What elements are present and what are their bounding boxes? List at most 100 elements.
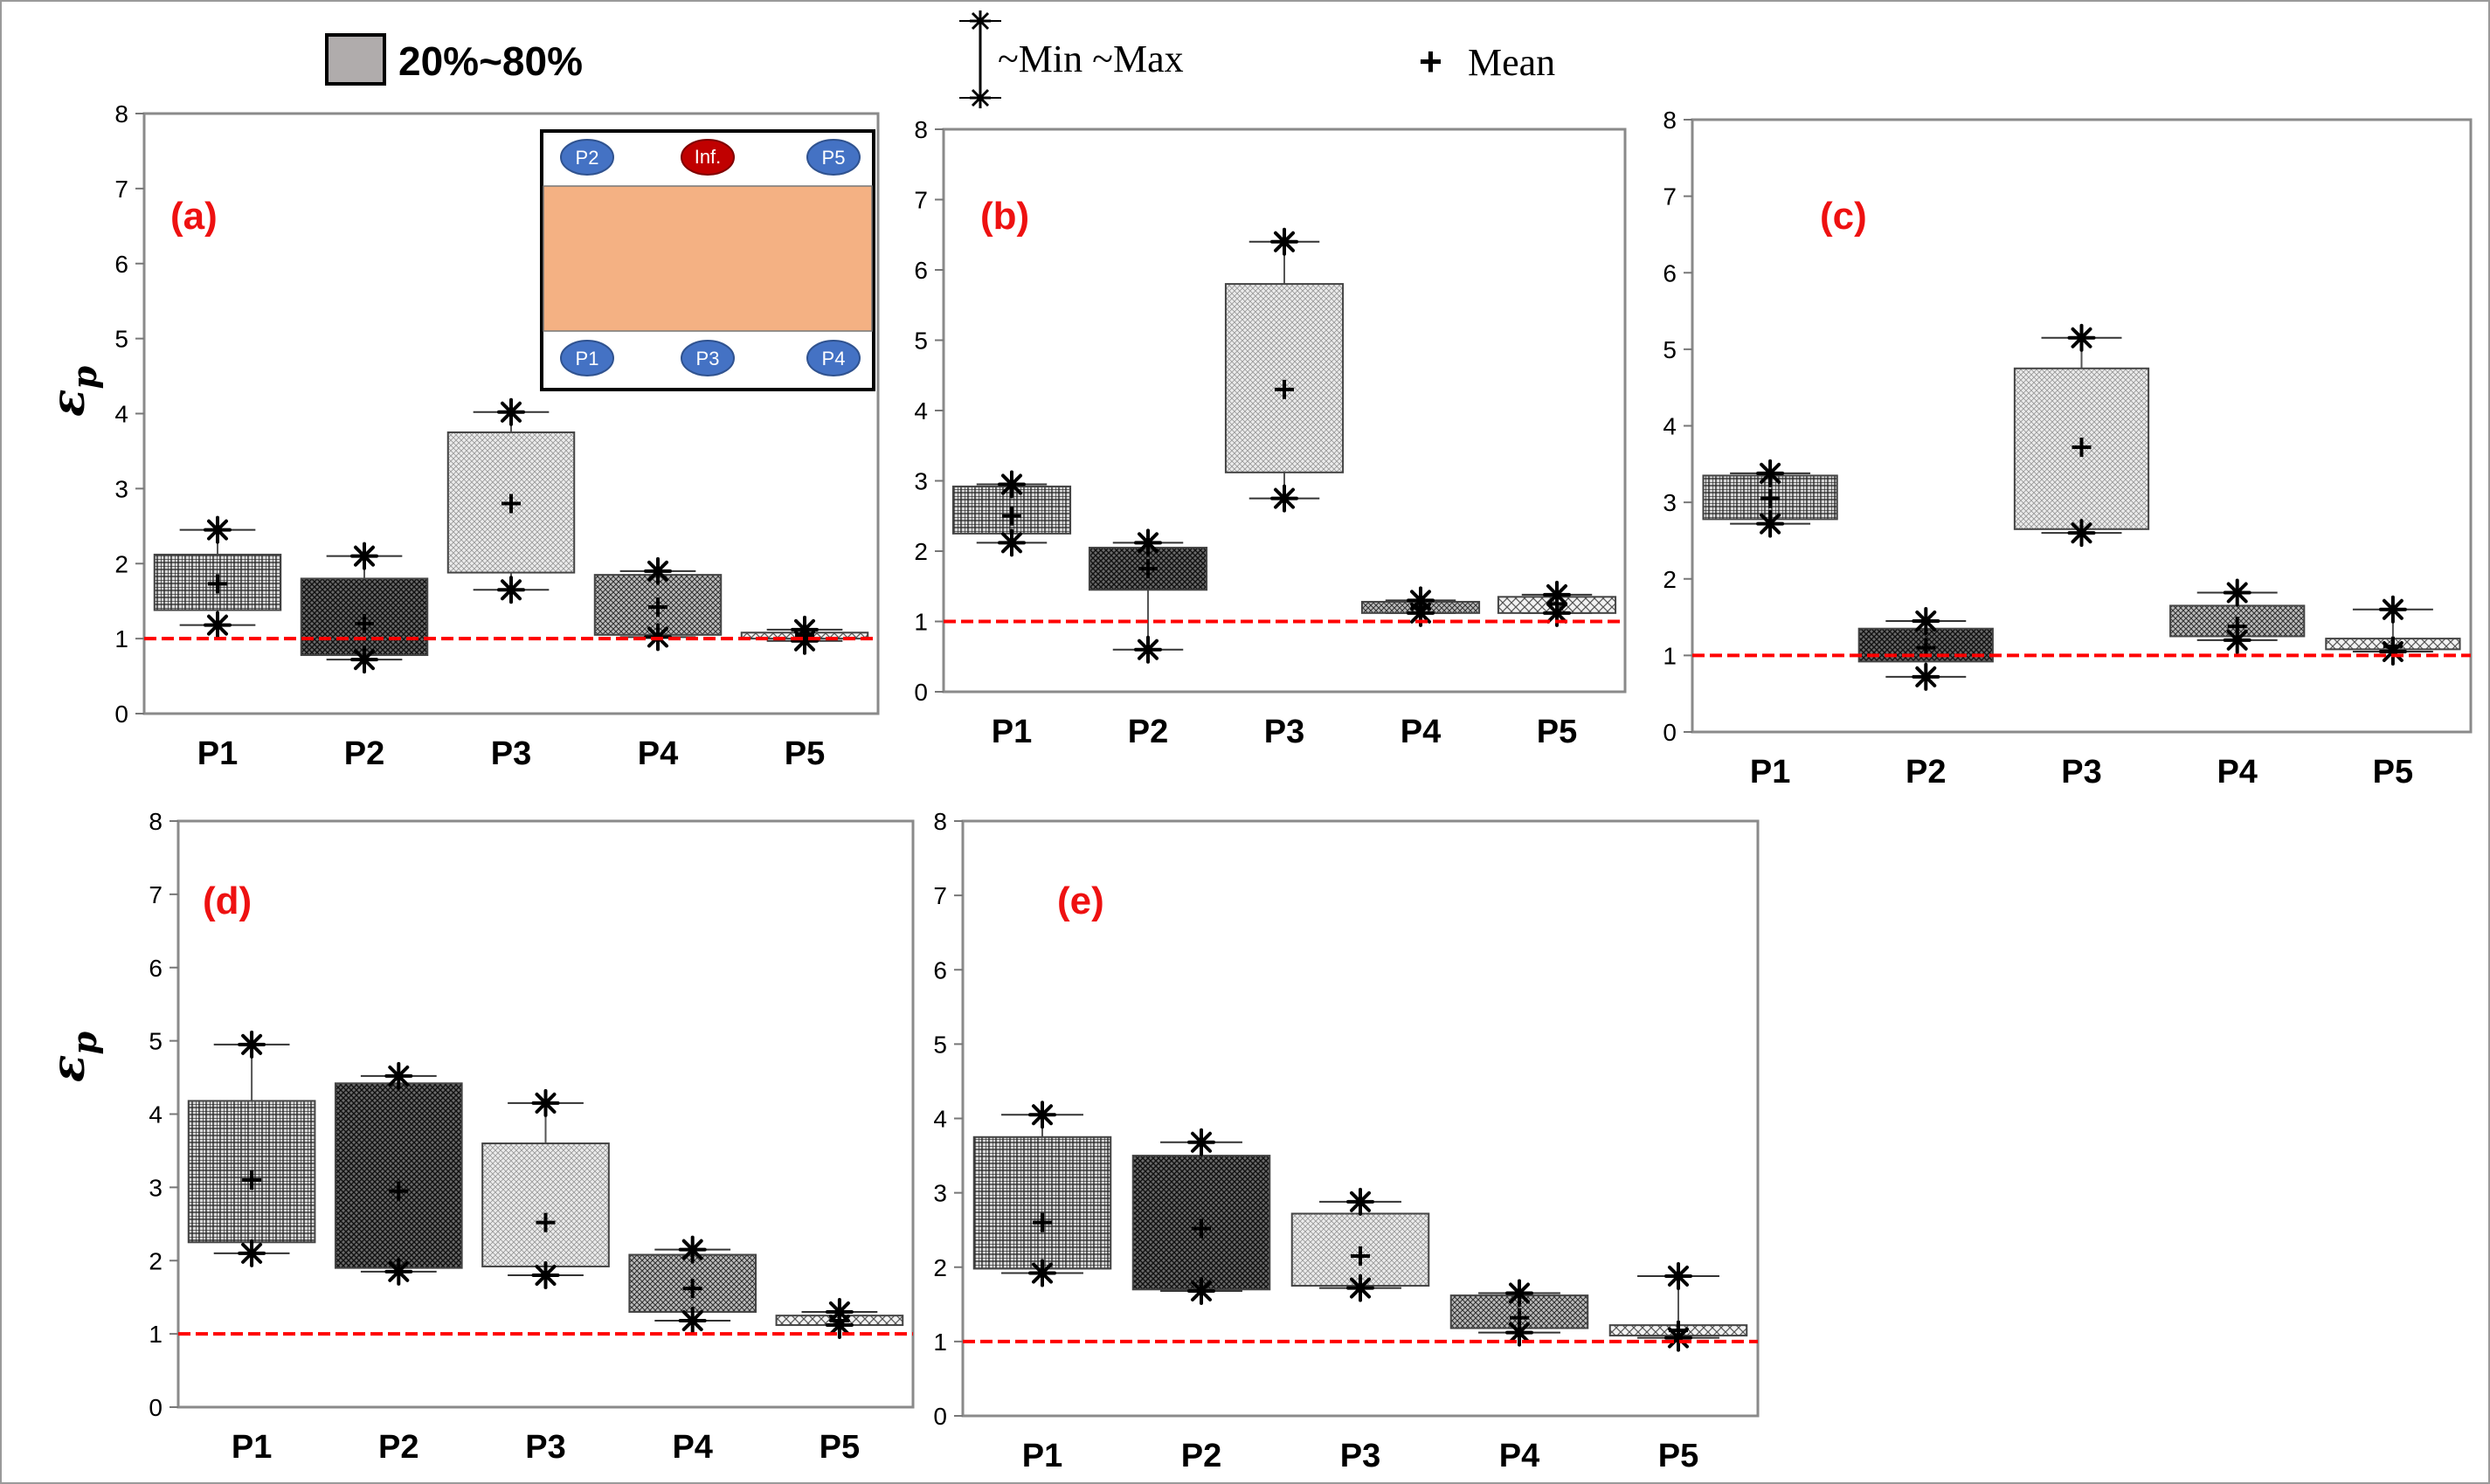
legend-box-swatch (325, 33, 386, 86)
box-p4 (593, 556, 723, 652)
panel-label: (b) (980, 195, 1029, 238)
max-star-stroke (1191, 1131, 1212, 1153)
x-category-label: P5 (2373, 754, 2413, 790)
y-tick-label: 6 (933, 956, 947, 984)
max-star-stroke (2382, 598, 2404, 620)
y-tick-label: 2 (149, 1247, 163, 1274)
x-category-label: P4 (672, 1429, 712, 1466)
y-tick-label: 0 (149, 1394, 163, 1421)
inset-slab (543, 185, 873, 332)
box-rect (972, 1135, 1112, 1270)
y-tick-label: 4 (149, 1101, 163, 1129)
min-star-stroke (1509, 1322, 1530, 1343)
min-star-stroke (1410, 602, 1431, 624)
max-star-stroke (1915, 610, 1937, 632)
y-tick-label: 5 (114, 326, 128, 353)
max-star-stroke (535, 1092, 557, 1114)
min-star (1505, 1318, 1533, 1347)
min-star-stroke (1138, 638, 1159, 660)
plot-area (961, 819, 1760, 1418)
y-tick-label: 1 (1663, 642, 1677, 669)
max-star (1028, 1101, 1056, 1129)
max-star-stroke (1001, 473, 1022, 495)
max-star-stroke (241, 1033, 263, 1055)
box-p1 (951, 470, 1072, 557)
min-star-stroke (535, 1265, 557, 1287)
max-star-stroke (388, 1065, 410, 1087)
max-star (644, 556, 672, 585)
y-tick-label: 4 (933, 1106, 947, 1133)
min-star-stroke (794, 630, 815, 652)
max-star (998, 470, 1026, 499)
x-category-label: P3 (2061, 754, 2101, 790)
max-star-stroke (1546, 583, 1567, 605)
box-p3 (2013, 323, 2150, 548)
chart-panel-e: 0 1 2 3 4 5 6 7 8 P1 P2 P3 P4 P5 (e) (933, 808, 1760, 1474)
max-star (1912, 606, 1940, 635)
min-star-stroke (828, 1315, 850, 1336)
min-star-stroke (681, 1310, 703, 1332)
min-star (678, 1307, 707, 1336)
max-star (238, 1030, 266, 1059)
max-star-stroke (2226, 582, 2248, 604)
min-star (825, 1311, 854, 1340)
y-tick-label: 8 (933, 808, 947, 835)
box-rect (334, 1082, 463, 1269)
min-star (497, 576, 525, 604)
box-p3 (1224, 227, 1345, 513)
inset-probe-p2 (560, 139, 614, 176)
max-star (678, 1235, 707, 1264)
y-tick-label: 5 (1663, 336, 1677, 363)
min-star (1028, 1259, 1056, 1287)
max-star-stroke (354, 545, 375, 567)
inset-probe-p3 (681, 340, 735, 376)
box-p5 (2325, 595, 2461, 666)
x-category-label: P5 (785, 735, 825, 772)
x-category-label: P4 (638, 735, 678, 772)
legend-range-symbol (959, 10, 1001, 108)
inset-heater-inf (681, 139, 735, 176)
min-star (384, 1257, 413, 1286)
y-tick-label: 4 (1663, 413, 1677, 440)
box-rect (1224, 283, 1345, 473)
y-tick-label: 0 (114, 701, 128, 728)
legend-box-label: 20%~80% (398, 38, 583, 84)
box-p4 (2169, 578, 2306, 654)
legend: 20%~80% ~Min ~Max + Mean (325, 10, 1555, 108)
panel-label: (c) (1820, 195, 1867, 238)
box-p4 (1449, 1279, 1589, 1347)
min-star (2223, 625, 2251, 654)
min-star-stroke (2071, 522, 2092, 544)
chart-panel-d: 0 1 2 3 4 5 6 7 8 P1 P2 P3 P4 P5 (d) (149, 808, 915, 1466)
min-star (1664, 1323, 1692, 1352)
panel-label: (e) (1057, 880, 1104, 922)
inset-heater-inf-label: Inf. (695, 146, 722, 168)
max-star (350, 542, 378, 570)
min-star-stroke (501, 579, 522, 601)
y-tick-label: 7 (149, 881, 163, 908)
y-tick-label: 3 (1663, 489, 1677, 516)
min-star-stroke (1032, 1262, 1053, 1284)
y-tick-label: 8 (114, 100, 128, 128)
min-star-stroke (2226, 629, 2248, 651)
max-star (1664, 1261, 1692, 1290)
box-p5 (1608, 1261, 1748, 1352)
min-star (791, 626, 819, 655)
x-category-label: P1 (1750, 754, 1790, 790)
inset-probe-p2-label: P2 (576, 147, 599, 169)
max-star (531, 1088, 560, 1117)
box-rect (300, 577, 429, 657)
min-star (350, 645, 378, 674)
box-p2 (300, 542, 429, 674)
y-tick-label: 3 (114, 475, 128, 502)
min-star (1543, 598, 1571, 627)
max-star-stroke (2071, 327, 2092, 349)
y-tick-label: 6 (149, 955, 163, 982)
min-star (238, 1239, 266, 1267)
max-star (1756, 459, 1785, 487)
box-p3 (1290, 1187, 1430, 1302)
inset-probe-p1 (560, 340, 614, 376)
min-star (998, 528, 1026, 557)
